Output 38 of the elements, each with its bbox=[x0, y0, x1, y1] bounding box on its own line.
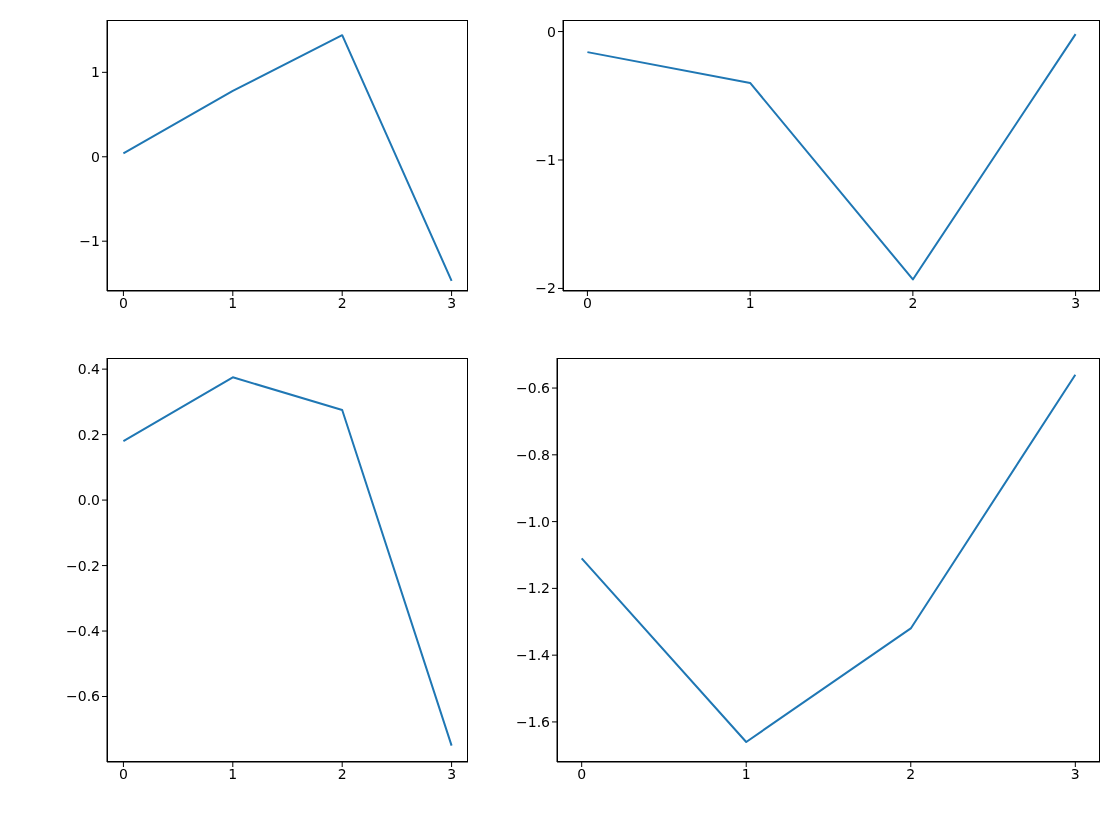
x-tick-label: 1 bbox=[741, 765, 751, 782]
x-tick-label: 1 bbox=[228, 294, 238, 311]
x-tick-label: 2 bbox=[337, 294, 347, 311]
y-tick-label: −2 bbox=[535, 280, 556, 297]
x-tick-label: 0 bbox=[582, 294, 592, 311]
x-tick-label: 0 bbox=[577, 765, 587, 782]
y-tick-label: −0.6 bbox=[66, 688, 101, 705]
y-tick-label: −1.0 bbox=[516, 513, 550, 530]
y-tick-label: −1.6 bbox=[516, 713, 551, 730]
x-tick-label: 3 bbox=[447, 294, 457, 311]
y-tick-label: 1 bbox=[91, 64, 100, 81]
y-tick-label: 0.4 bbox=[77, 361, 101, 378]
x-tick-label: 2 bbox=[337, 765, 347, 782]
y-tick-label: −1 bbox=[79, 233, 100, 250]
y-tick-label: −0.4 bbox=[66, 623, 101, 640]
y-tick-label: −0.6 bbox=[516, 380, 551, 397]
x-tick-label: 2 bbox=[906, 765, 916, 782]
x-tick-label: 2 bbox=[908, 294, 918, 311]
y-tick-label: −0.8 bbox=[516, 446, 550, 463]
x-tick-label: 0 bbox=[118, 765, 128, 782]
line-series bbox=[122, 376, 453, 747]
y-tick-label: 0 bbox=[547, 23, 556, 40]
x-tick-label: 3 bbox=[1070, 765, 1080, 782]
y-tick-label: −1.4 bbox=[516, 647, 551, 664]
y-tick-label: 0 bbox=[91, 148, 100, 165]
x-tick-label: 3 bbox=[447, 765, 457, 782]
line-series bbox=[122, 34, 453, 282]
y-tick-label: −1 bbox=[535, 151, 556, 168]
line-series bbox=[586, 33, 1077, 281]
y-tick-label: 0.2 bbox=[77, 426, 100, 443]
x-tick-label: 0 bbox=[118, 294, 128, 311]
x-tick-label: 3 bbox=[1071, 294, 1081, 311]
y-tick-label: −1.2 bbox=[516, 580, 550, 597]
x-tick-label: 1 bbox=[745, 294, 755, 311]
y-tick-label: 0.0 bbox=[77, 492, 100, 509]
y-tick-label: −0.2 bbox=[66, 557, 100, 574]
x-tick-label: 1 bbox=[228, 765, 238, 782]
line-series bbox=[580, 373, 1077, 743]
